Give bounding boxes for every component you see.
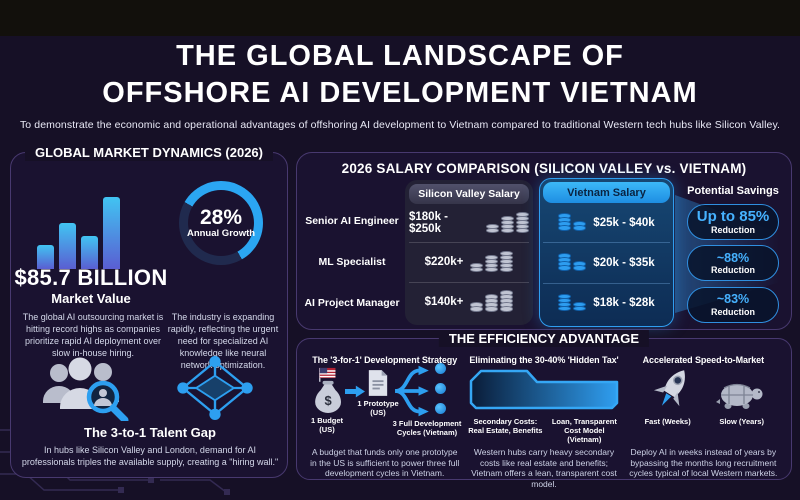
money-bag-icon: $ xyxy=(315,367,341,414)
silicon-valley-column-header: Silicon Valley Salary xyxy=(409,184,529,204)
savings-column-header: Potential Savings xyxy=(687,185,779,197)
slow-label: Slow (Years) xyxy=(719,417,764,426)
sv-salary-row: $140k+ xyxy=(409,281,529,321)
coin-stack-blue-icon xyxy=(558,253,587,271)
bar-1 xyxy=(37,245,54,269)
cycle-node-icon xyxy=(435,383,446,394)
vn-salary-value: $25k - $40k xyxy=(593,216,655,229)
card-speed-to-market: Accelerated Speed-to-Market Fast (Weeks xyxy=(624,355,783,478)
salary-comparison-title: 2026 SALARY COMPARISON (SILICON VALLEY v… xyxy=(341,161,747,176)
savings-value: ~83% xyxy=(716,292,750,307)
cycles-label: 3 Full Development Cycles (Vietnam) xyxy=(392,419,462,437)
card-caption: A budget that funds only one prototype i… xyxy=(310,447,460,478)
card-title: The '3-for-1' Development Strategy xyxy=(312,355,458,365)
header: THE GLOBAL LANDSCAPE OF OFFSHORE AI DEVE… xyxy=(0,38,800,131)
savings-value: ~88% xyxy=(716,250,750,265)
sv-salary-value: $140k+ xyxy=(424,295,464,308)
market-dynamics-title: GLOBAL MARKET DYNAMICS (2026) xyxy=(24,144,274,161)
role-ai-project-manager: AI Project Manager xyxy=(304,296,400,309)
silicon-valley-column: Silicon Valley Salary $180k - $250k $220… xyxy=(405,180,533,325)
role-ml-specialist: ML Specialist xyxy=(318,256,386,268)
card-caption: Western hubs carry heavy secondary costs… xyxy=(471,447,617,489)
role-senior-ai-engineer: Senior AI Engineer xyxy=(305,215,399,228)
vn-salary-row: $20k - $35k xyxy=(543,242,670,282)
branch-arrows-icon xyxy=(394,365,429,417)
fast-label: Fast (Weeks) xyxy=(644,417,691,426)
vn-salary-value: $20k - $35k xyxy=(593,256,655,269)
talent-gap-title: The 3-to-1 Talent Gap xyxy=(84,425,216,440)
annual-growth-label: Annual Growth xyxy=(186,228,256,239)
bar-chart-icon xyxy=(37,185,137,269)
savings-column: Potential Savings Up to 85% Reduction ~8… xyxy=(680,181,786,326)
market-value-label: Market Value xyxy=(51,291,131,306)
efficiency-advantage-panel: THE EFFICIENCY ADVANTAGE The '3-for-1' D… xyxy=(296,330,792,489)
vietnam-column: Vietnam Salary $25k - $40k $20k - $35k $… xyxy=(539,178,674,327)
turtle-icon xyxy=(715,383,763,409)
team-search-icon xyxy=(43,357,129,421)
sv-salary-value: $180k - $250k xyxy=(409,211,449,236)
page-title-line1: THE GLOBAL LANDSCAPE OF xyxy=(176,40,624,72)
arrow-right-icon xyxy=(345,385,365,398)
page-subtitle: To demonstrate the economic and operatio… xyxy=(19,119,781,131)
cycle-node-icon xyxy=(435,363,446,374)
page-title-line2: OFFSHORE AI DEVELOPMENT VIETNAM xyxy=(102,77,698,109)
folder-gradient-icon xyxy=(470,369,619,410)
savings-sub: Reduction xyxy=(711,224,755,235)
card-title: Eliminating the 30-40% 'Hidden Tax' xyxy=(469,355,619,365)
rocket-icon xyxy=(653,370,685,407)
bar-2 xyxy=(59,223,76,269)
coin-stack-gray-icon xyxy=(486,211,529,234)
coin-stack-gray-icon xyxy=(470,290,514,312)
ai-network-icon xyxy=(177,355,253,421)
efficiency-advantage-title: THE EFFICIENCY ADVANTAGE xyxy=(438,330,650,347)
savings-badge: ~88% Reduction xyxy=(687,245,779,282)
secondary-costs-label: Secondary Costs: Real Estate, Benefits xyxy=(468,417,543,435)
market-dynamics-panel: GLOBAL MARKET DYNAMICS (2026) 28% Annual… xyxy=(10,144,288,478)
donut-chart-icon: 28% Annual Growth xyxy=(179,181,263,265)
savings-sub: Reduction xyxy=(711,306,755,317)
prototype-label: 1 Prototype (US) xyxy=(357,399,399,417)
market-value-text: The global AI outsourcing market is hitt… xyxy=(22,312,164,358)
svg-text:$: $ xyxy=(324,393,331,408)
card-title: Accelerated Speed-to-Market xyxy=(642,355,764,365)
annual-growth-pct: 28% xyxy=(199,206,243,229)
cycle-node-icon xyxy=(435,403,446,414)
coin-stack-blue-icon xyxy=(558,213,587,231)
sv-salary-value: $220k+ xyxy=(424,256,464,269)
sv-salary-row: $180k - $250k xyxy=(409,204,529,242)
bar-4 xyxy=(103,197,120,269)
salary-comparison-panel: 2026 SALARY COMPARISON (SILICON VALLEY v… xyxy=(296,152,792,330)
coin-stack-gray-icon xyxy=(470,250,514,273)
sv-salary-row: $220k+ xyxy=(409,242,529,281)
savings-sub: Reduction xyxy=(711,265,755,276)
top-strip xyxy=(0,0,800,36)
market-value: $85.7 BILLION xyxy=(14,265,168,290)
vn-salary-row: $18k - $28k xyxy=(543,282,670,323)
savings-badge: ~83% Reduction xyxy=(687,287,779,324)
vietnam-column-header: Vietnam Salary xyxy=(543,182,670,203)
card-hidden-tax: Eliminating the 30-40% 'Hidden Tax' Seco… xyxy=(464,355,623,489)
vn-salary-value: $18k - $28k xyxy=(593,297,655,310)
vn-salary-row: $25k - $40k xyxy=(543,203,670,242)
savings-badge: Up to 85% Reduction xyxy=(687,203,779,240)
savings-value: Up to 85% xyxy=(696,207,770,225)
us-flag-icon xyxy=(319,367,336,379)
budget-label: 1 Budget (US) xyxy=(310,416,344,434)
growth-text: The industry is expanding rapidly, refle… xyxy=(167,312,279,370)
role-column: Senior AI Engineer ML Specialist AI Proj… xyxy=(301,201,403,323)
bar-3 xyxy=(81,236,98,269)
card-3-for-1-strategy: The '3-for-1' Development Strategy $ xyxy=(305,355,464,478)
talent-gap-text: In hubs like Silicon Valley and London, … xyxy=(21,445,279,467)
cost-model-label: Loan, Transparent Cost Model (Vietnam) xyxy=(551,417,617,444)
card-caption: Deploy AI in weeks instead of years by b… xyxy=(629,447,778,478)
coin-stack-blue-icon xyxy=(558,293,587,312)
document-icon xyxy=(368,370,388,396)
